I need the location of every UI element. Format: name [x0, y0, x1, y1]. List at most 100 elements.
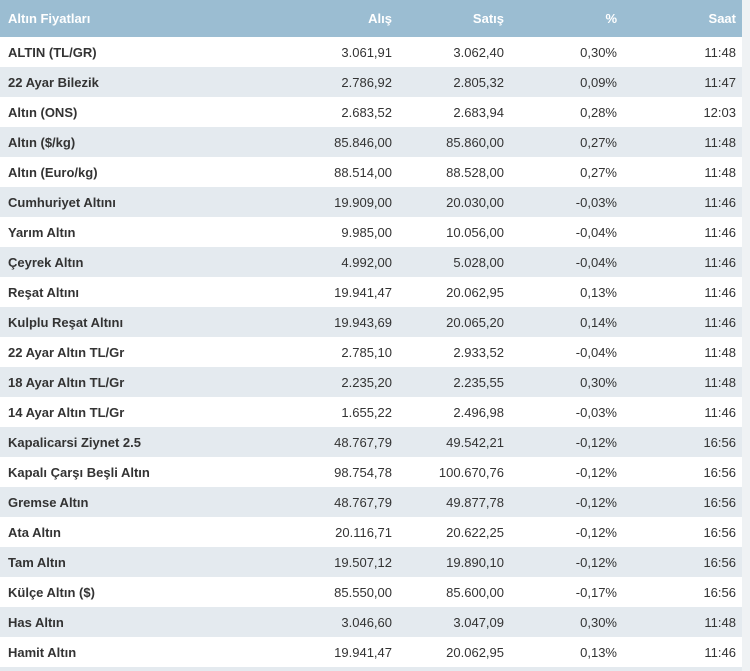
- change-percent: 0,30%: [580, 44, 617, 60]
- sell-price: 85.860,00: [446, 134, 504, 150]
- sell-price: 2.235,55: [453, 374, 504, 390]
- time-value: 11:48: [704, 44, 736, 60]
- time-value: 12:03: [703, 104, 736, 120]
- instrument-name: Yarım Altın: [8, 224, 76, 240]
- instrument-name: ALTIN (TL/GR): [8, 44, 97, 60]
- header-sell: Satış: [400, 0, 512, 37]
- buy-price: 19.507,12: [334, 554, 392, 570]
- sell-price: 100.670,76: [438, 464, 504, 480]
- sell-price: 2.933,52: [453, 344, 504, 360]
- buy-price: 85.846,00: [334, 134, 392, 150]
- time-value: 16:56: [703, 464, 736, 480]
- instrument-name: Reşat Altını: [8, 284, 80, 300]
- instrument-name: Gremse Altın: [8, 494, 89, 510]
- table-row: Tam Altın 19.507,12 19.890,10 -0,12% 16:…: [0, 547, 742, 577]
- header-row: Altın Fiyatları Alış Satış % Saat: [0, 0, 742, 37]
- time-value: 11:46: [704, 644, 736, 660]
- buy-price: 3.046,60: [341, 614, 392, 630]
- buy-price: 1.655,22: [341, 404, 392, 420]
- table-row: Kapalicarsi Ziynet 2.5 48.767,79 49.542,…: [0, 427, 742, 457]
- time-value: 11:48: [704, 344, 736, 360]
- table-row: Ata Altın 20.116,71 20.622,25 -0,12% 16:…: [0, 517, 742, 547]
- sell-price: 3.062,40: [453, 44, 504, 60]
- change-percent: -0,04%: [575, 344, 617, 360]
- buy-price: 48.767,79: [334, 494, 392, 510]
- change-percent: 0,13%: [580, 644, 617, 660]
- change-percent: 0,09%: [580, 74, 617, 90]
- table-row: Has Altın 3.046,60 3.047,09 0,30% 11:48: [0, 607, 742, 637]
- time-value: 11:46: [704, 284, 736, 300]
- time-value: 11:46: [704, 254, 736, 270]
- table-row: Altın (Euro/kg) 88.514,00 88.528,00 0,27…: [0, 157, 742, 187]
- sell-price: 2.683,94: [453, 104, 504, 120]
- time-value: 11:48: [704, 374, 736, 390]
- buy-price: 19.941,47: [334, 284, 392, 300]
- instrument-name: Has Altın: [8, 614, 64, 630]
- table-row: Külçe Altın ($) 85.550,00 85.600,00 -0,1…: [0, 577, 742, 607]
- table-row: Altın ($/kg) 85.846,00 85.860,00 0,27% 1…: [0, 127, 742, 157]
- time-value: 11:48: [704, 614, 736, 630]
- sell-price: 5.028,00: [453, 254, 504, 270]
- header-time: Saat: [625, 0, 742, 37]
- sell-price: 20.062,95: [446, 644, 504, 660]
- time-value: 11:46: [704, 404, 736, 420]
- change-percent: -0,17%: [575, 584, 617, 600]
- table-row: Hamit Altın 19.941,47 20.062,95 0,13% 11…: [0, 637, 742, 667]
- sell-price: 19.890,10: [446, 554, 504, 570]
- buy-price: 9.985,00: [341, 224, 392, 240]
- time-value: 11:46: [704, 224, 736, 240]
- sell-price: 20.062,95: [446, 284, 504, 300]
- change-percent: -0,04%: [575, 224, 617, 240]
- time-value: 11:47: [704, 74, 736, 90]
- change-percent: -0,12%: [575, 524, 617, 540]
- buy-price: 88.514,00: [334, 164, 392, 180]
- change-percent: -0,12%: [575, 464, 617, 480]
- instrument-name: 14 Ayar Altın TL/Gr: [8, 404, 125, 420]
- table-row: Reşat Altını 19.941,47 20.062,95 0,13% 1…: [0, 277, 742, 307]
- instrument-name: Altın (Euro/kg): [8, 164, 98, 180]
- instrument-name: 22 Ayar Bilezik: [8, 74, 99, 90]
- table-row: Cumhuriyet Altını 19.909,00 20.030,00 -0…: [0, 187, 742, 217]
- time-value: 16:56: [703, 434, 736, 450]
- change-percent: -0,12%: [575, 554, 617, 570]
- sell-price: 49.542,21: [446, 434, 504, 450]
- change-percent: 0,14%: [580, 314, 617, 330]
- instrument-name: Kulplu Reşat Altını: [8, 314, 124, 330]
- change-percent: 0,27%: [580, 164, 617, 180]
- table-row: ALTIN (TL/GR) 3.061,91 3.062,40 0,30% 11…: [0, 37, 742, 67]
- instrument-name: Cumhuriyet Altını: [8, 194, 116, 210]
- instrument-name: Kapalı Çarşı Beşli Altın: [8, 464, 150, 480]
- header-title: Altın Fiyatları: [0, 0, 320, 37]
- instrument-name: 18 Ayar Altın TL/Gr: [8, 374, 125, 390]
- table-row: Altın (ONS) 2.683,52 2.683,94 0,28% 12:0…: [0, 97, 742, 127]
- table-row: Çeyrek Altın 4.992,00 5.028,00 -0,04% 11…: [0, 247, 742, 277]
- buy-price: 4.992,00: [341, 254, 392, 270]
- buy-price: 98.754,78: [334, 464, 392, 480]
- buy-price: 20.116,71: [335, 524, 392, 540]
- instrument-name: Hamit Altın: [8, 644, 77, 660]
- instrument-name: Kapalicarsi Ziynet 2.5: [8, 434, 141, 450]
- buy-price: 2.683,52: [341, 104, 392, 120]
- instrument-name: Altın (ONS): [8, 104, 78, 120]
- time-value: 16:56: [703, 554, 736, 570]
- instrument-name: 22 Ayar Altın TL/Gr: [8, 344, 125, 360]
- price-table-body: ALTIN (TL/GR) 3.061,91 3.062,40 0,30% 11…: [0, 37, 742, 667]
- header-percent: %: [512, 0, 625, 37]
- time-value: 11:46: [704, 194, 736, 210]
- sell-price: 3.047,09: [453, 614, 504, 630]
- table-row: 22 Ayar Bilezik 2.786,92 2.805,32 0,09% …: [0, 67, 742, 97]
- sell-price: 88.528,00: [446, 164, 504, 180]
- time-value: 16:56: [703, 584, 736, 600]
- table-row: Kulplu Reşat Altını 19.943,69 20.065,20 …: [0, 307, 742, 337]
- header-buy: Alış: [320, 0, 400, 37]
- instrument-name: Tam Altın: [8, 554, 66, 570]
- buy-price: 2.785,10: [341, 344, 392, 360]
- change-percent: 0,28%: [580, 104, 617, 120]
- table-row: Kapalı Çarşı Beşli Altın 98.754,78 100.6…: [0, 457, 742, 487]
- table-row: 22 Ayar Altın TL/Gr 2.785,10 2.933,52 -0…: [0, 337, 742, 367]
- table-row: 18 Ayar Altın TL/Gr 2.235,20 2.235,55 0,…: [0, 367, 742, 397]
- table-row: 14 Ayar Altın TL/Gr 1.655,22 2.496,98 -0…: [0, 397, 742, 427]
- change-percent: -0,12%: [575, 494, 617, 510]
- change-percent: 0,27%: [580, 134, 617, 150]
